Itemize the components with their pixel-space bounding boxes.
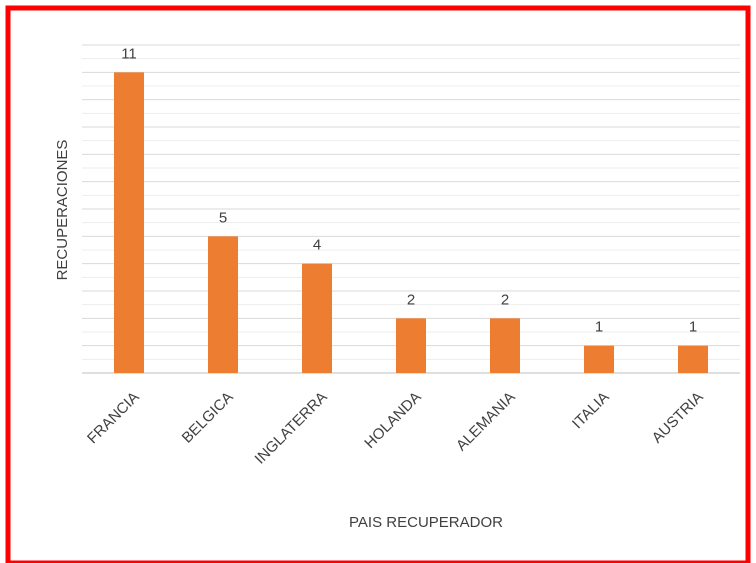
x-tick-label: FRANCIA [84,389,143,448]
value-label: 5 [219,209,227,226]
x-tick-label: BELGICA [179,389,237,447]
bar [302,263,332,373]
value-label: 1 [595,319,603,336]
x-tick-label: AUSTRIA [649,389,707,447]
x-tick-label: ALEMANIA [453,389,519,455]
x-tick-label: INGLATERRA [252,389,331,468]
bar [584,345,614,373]
bar [678,345,708,373]
value-label: 2 [501,291,509,308]
bar [396,318,426,373]
bar [490,318,520,373]
x-tick-label: ITALIA [569,389,613,433]
bar [114,72,144,373]
frame [5,5,751,563]
y-axis-title: RECUPERACIONES [54,140,71,281]
x-axis-title: PAIS RECUPERADOR [349,514,503,531]
value-label: 4 [313,237,321,254]
value-label: 2 [407,291,415,308]
value-label: 1 [689,319,697,336]
bar [208,236,238,373]
value-label: 11 [121,45,137,62]
x-tick-label: HOLANDA [361,389,424,452]
